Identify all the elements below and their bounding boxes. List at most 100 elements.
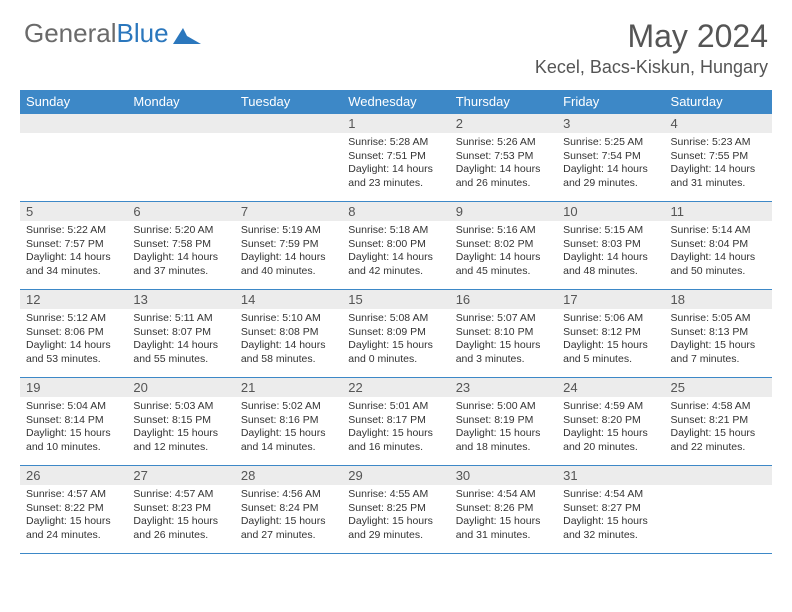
- daylight-text: Daylight: 15 hours: [671, 339, 766, 353]
- brand-text: GeneralBlue: [24, 18, 169, 49]
- daylight-text: and 0 minutes.: [348, 353, 443, 367]
- sunset-text: Sunset: 8:24 PM: [241, 502, 336, 516]
- sunrise-text: Sunrise: 5:19 AM: [241, 224, 336, 238]
- sunrise-text: Sunrise: 5:12 AM: [26, 312, 121, 326]
- daylight-text: and 18 minutes.: [456, 441, 551, 455]
- sunrise-text: Sunrise: 5:08 AM: [348, 312, 443, 326]
- calendar-cell: 27Sunrise: 4:57 AMSunset: 8:23 PMDayligh…: [127, 466, 234, 554]
- daylight-text: Daylight: 15 hours: [26, 515, 121, 529]
- day-details: Sunrise: 5:22 AMSunset: 7:57 PMDaylight:…: [20, 221, 127, 283]
- daylight-text: and 29 minutes.: [348, 529, 443, 543]
- daylight-text: and 40 minutes.: [241, 265, 336, 279]
- sunset-text: Sunset: 8:06 PM: [26, 326, 121, 340]
- day-header: Monday: [127, 90, 234, 114]
- sunset-text: Sunset: 8:03 PM: [563, 238, 658, 252]
- sunrise-text: Sunrise: 5:05 AM: [671, 312, 766, 326]
- sunset-text: Sunset: 8:22 PM: [26, 502, 121, 516]
- daylight-text: Daylight: 14 hours: [241, 251, 336, 265]
- daylight-text: Daylight: 14 hours: [563, 163, 658, 177]
- day-details: Sunrise: 5:18 AMSunset: 8:00 PMDaylight:…: [342, 221, 449, 283]
- calendar-cell: 12Sunrise: 5:12 AMSunset: 8:06 PMDayligh…: [20, 290, 127, 378]
- calendar-cell: 20Sunrise: 5:03 AMSunset: 8:15 PMDayligh…: [127, 378, 234, 466]
- day-number: 24: [557, 378, 664, 397]
- day-number: 11: [665, 202, 772, 221]
- daylight-text: Daylight: 15 hours: [133, 515, 228, 529]
- daylight-text: and 22 minutes.: [671, 441, 766, 455]
- calendar-cell: 18Sunrise: 5:05 AMSunset: 8:13 PMDayligh…: [665, 290, 772, 378]
- calendar-cell: 9Sunrise: 5:16 AMSunset: 8:02 PMDaylight…: [450, 202, 557, 290]
- sunset-text: Sunset: 8:17 PM: [348, 414, 443, 428]
- sunrise-text: Sunrise: 4:59 AM: [563, 400, 658, 414]
- sunrise-text: Sunrise: 5:20 AM: [133, 224, 228, 238]
- day-details: Sunrise: 4:58 AMSunset: 8:21 PMDaylight:…: [665, 397, 772, 459]
- day-details: Sunrise: 5:11 AMSunset: 8:07 PMDaylight:…: [127, 309, 234, 371]
- sunrise-text: Sunrise: 5:16 AM: [456, 224, 551, 238]
- day-details: Sunrise: 5:06 AMSunset: 8:12 PMDaylight:…: [557, 309, 664, 371]
- sunset-text: Sunset: 8:16 PM: [241, 414, 336, 428]
- calendar-cell: 10Sunrise: 5:15 AMSunset: 8:03 PMDayligh…: [557, 202, 664, 290]
- day-details: Sunrise: 5:16 AMSunset: 8:02 PMDaylight:…: [450, 221, 557, 283]
- calendar-cell: 24Sunrise: 4:59 AMSunset: 8:20 PMDayligh…: [557, 378, 664, 466]
- daylight-text: and 50 minutes.: [671, 265, 766, 279]
- daylight-text: and 58 minutes.: [241, 353, 336, 367]
- sunrise-text: Sunrise: 4:56 AM: [241, 488, 336, 502]
- day-details: Sunrise: 5:03 AMSunset: 8:15 PMDaylight:…: [127, 397, 234, 459]
- daylight-text: Daylight: 14 hours: [133, 251, 228, 265]
- daylight-text: and 34 minutes.: [26, 265, 121, 279]
- day-number: 12: [20, 290, 127, 309]
- daylight-text: and 12 minutes.: [133, 441, 228, 455]
- day-number: 4: [665, 114, 772, 133]
- day-number: 21: [235, 378, 342, 397]
- sunset-text: Sunset: 8:04 PM: [671, 238, 766, 252]
- sunrise-text: Sunrise: 4:55 AM: [348, 488, 443, 502]
- day-details: Sunrise: 5:15 AMSunset: 8:03 PMDaylight:…: [557, 221, 664, 283]
- calendar-cell: 21Sunrise: 5:02 AMSunset: 8:16 PMDayligh…: [235, 378, 342, 466]
- header: GeneralBlue May 2024 Kecel, Bacs-Kiskun,…: [0, 0, 792, 84]
- day-details: Sunrise: 5:25 AMSunset: 7:54 PMDaylight:…: [557, 133, 664, 195]
- daylight-text: and 31 minutes.: [671, 177, 766, 191]
- sunset-text: Sunset: 8:07 PM: [133, 326, 228, 340]
- day-number: 20: [127, 378, 234, 397]
- sunset-text: Sunset: 8:25 PM: [348, 502, 443, 516]
- sunrise-text: Sunrise: 5:11 AM: [133, 312, 228, 326]
- day-number: 25: [665, 378, 772, 397]
- daylight-text: Daylight: 15 hours: [456, 427, 551, 441]
- daylight-text: and 37 minutes.: [133, 265, 228, 279]
- calendar-row: 12 Sunrise: 5:12 AMSunset: 8:06 PM Dayligh…: [20, 290, 772, 378]
- calendar-cell: [665, 466, 772, 554]
- day-number: 17: [557, 290, 664, 309]
- sunrise-text: Sunrise: 4:57 AM: [133, 488, 228, 502]
- calendar-cell: 30Sunrise: 4:54 AMSunset: 8:26 PMDayligh…: [450, 466, 557, 554]
- sunset-text: Sunset: 8:00 PM: [348, 238, 443, 252]
- calendar-cell: [127, 114, 234, 202]
- daylight-text: and 20 minutes.: [563, 441, 658, 455]
- daylight-text: and 24 minutes.: [26, 529, 121, 543]
- sunset-text: Sunset: 7:53 PM: [456, 150, 551, 164]
- sunset-text: Sunset: 8:14 PM: [26, 414, 121, 428]
- day-number: 28: [235, 466, 342, 485]
- day-number: 7: [235, 202, 342, 221]
- calendar-cell: 23Sunrise: 5:00 AMSunset: 8:19 PMDayligh…: [450, 378, 557, 466]
- sunrise-text: Sunrise: 5:07 AM: [456, 312, 551, 326]
- day-details: Sunrise: 4:59 AMSunset: 8:20 PMDaylight:…: [557, 397, 664, 459]
- sunrise-text: Sunrise: 5:25 AM: [563, 136, 658, 150]
- day-number: 29: [342, 466, 449, 485]
- day-number: [235, 114, 342, 133]
- daylight-text: and 29 minutes.: [563, 177, 658, 191]
- sunrise-text: Sunrise: 5:26 AM: [456, 136, 551, 150]
- day-details: Sunrise: 5:00 AMSunset: 8:19 PMDaylight:…: [450, 397, 557, 459]
- sunset-text: Sunset: 7:59 PM: [241, 238, 336, 252]
- day-header: Tuesday: [235, 90, 342, 114]
- daylight-text: and 31 minutes.: [456, 529, 551, 543]
- daylight-text: Daylight: 14 hours: [456, 251, 551, 265]
- calendar-row: 19Sunrise: 5:04 AMSunset: 8:14 PMDayligh…: [20, 378, 772, 466]
- day-details: Sunrise: 4:54 AMSunset: 8:27 PMDaylight:…: [557, 485, 664, 547]
- calendar-cell: [20, 114, 127, 202]
- day-number: 30: [450, 466, 557, 485]
- day-number: [127, 114, 234, 133]
- day-number: 22: [342, 378, 449, 397]
- daylight-text: and 26 minutes.: [133, 529, 228, 543]
- location-label: Kecel, Bacs-Kiskun, Hungary: [535, 57, 768, 78]
- brand-triangle-icon: [173, 24, 201, 44]
- sunrise-text: Sunrise: 5:23 AM: [671, 136, 766, 150]
